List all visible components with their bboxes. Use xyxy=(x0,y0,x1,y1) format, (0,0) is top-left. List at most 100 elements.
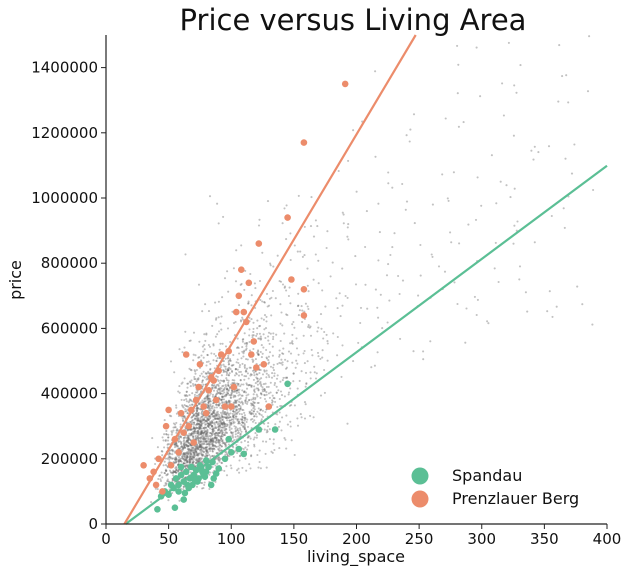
x-tick-label: 250 xyxy=(405,530,434,548)
background-point xyxy=(211,402,215,405)
background-point xyxy=(205,446,208,449)
background-point xyxy=(231,436,235,439)
background-point xyxy=(255,373,258,376)
background-point xyxy=(241,350,244,353)
background-point xyxy=(204,419,207,423)
background-point xyxy=(178,391,181,394)
background-point xyxy=(258,363,261,367)
legend-label-prenzlauer-berg: Prenzlauer Berg xyxy=(452,489,579,508)
background-point xyxy=(217,434,220,437)
background-point xyxy=(225,413,228,416)
data-point-spandau xyxy=(210,475,217,482)
background-point xyxy=(217,384,220,388)
background-point xyxy=(217,222,220,225)
background-point xyxy=(497,280,500,284)
background-point xyxy=(178,348,181,351)
background-point xyxy=(217,316,220,319)
background-point xyxy=(182,446,185,449)
background-point xyxy=(218,382,221,385)
background-point xyxy=(243,426,246,429)
background-point xyxy=(182,462,185,465)
background-point xyxy=(282,352,285,355)
background-point xyxy=(189,444,193,447)
background-point xyxy=(173,443,177,446)
background-point xyxy=(237,304,241,307)
background-point xyxy=(179,460,182,463)
background-point xyxy=(247,302,250,305)
background-point xyxy=(186,439,190,442)
background-point xyxy=(183,455,186,458)
background-point xyxy=(265,400,268,403)
background-point xyxy=(247,302,250,305)
data-point-spandau xyxy=(175,488,182,495)
background-point xyxy=(227,384,230,387)
background-point xyxy=(386,321,389,324)
background-point xyxy=(219,431,222,434)
background-point xyxy=(190,457,193,460)
background-point xyxy=(257,380,260,383)
background-point xyxy=(175,442,178,445)
background-point xyxy=(170,449,173,452)
background-point xyxy=(172,449,175,452)
data-point-prenzlauer-berg xyxy=(171,435,179,443)
background-point xyxy=(221,379,224,382)
background-point xyxy=(206,448,209,451)
background-point xyxy=(188,456,191,460)
background-point xyxy=(212,427,215,430)
background-point xyxy=(165,432,168,436)
background-point xyxy=(215,437,218,440)
background-point xyxy=(314,253,317,256)
background-point xyxy=(215,451,218,455)
background-point xyxy=(409,128,412,131)
background-point xyxy=(197,423,201,426)
background-point xyxy=(199,446,202,449)
background-point xyxy=(291,323,294,326)
background-point xyxy=(171,453,174,456)
background-point xyxy=(207,404,210,407)
background-point xyxy=(219,424,222,427)
background-point xyxy=(284,438,287,441)
background-point xyxy=(205,454,208,457)
background-point xyxy=(227,389,230,392)
background-point xyxy=(203,429,206,432)
background-point xyxy=(249,411,252,414)
background-point xyxy=(220,415,224,418)
background-point xyxy=(261,386,264,389)
background-point xyxy=(222,369,225,372)
background-point xyxy=(225,401,228,404)
background-point xyxy=(188,458,191,462)
background-point xyxy=(352,360,355,363)
data-point-prenzlauer-berg xyxy=(252,364,260,371)
background-point xyxy=(186,451,189,455)
background-point xyxy=(303,401,307,404)
background-point xyxy=(401,279,405,282)
background-point xyxy=(250,404,253,407)
background-point xyxy=(240,400,243,403)
background-point xyxy=(262,318,265,321)
background-point xyxy=(208,453,211,457)
background-point xyxy=(220,374,223,377)
background-point xyxy=(154,462,157,466)
background-point xyxy=(173,470,176,474)
background-point xyxy=(185,440,188,443)
background-point xyxy=(196,454,199,457)
background-point xyxy=(187,450,190,453)
data-point-prenzlauer-berg xyxy=(245,279,253,287)
background-point xyxy=(182,488,185,491)
background-point xyxy=(518,278,521,281)
data-point-spandau xyxy=(201,473,209,481)
background-point xyxy=(186,456,189,459)
background-point xyxy=(188,442,191,445)
background-point xyxy=(251,334,254,337)
background-point xyxy=(211,448,214,451)
background-point xyxy=(269,365,273,368)
background-point xyxy=(246,358,249,361)
background-point xyxy=(182,452,185,455)
background-point xyxy=(413,222,416,225)
background-point xyxy=(550,214,553,218)
background-point xyxy=(240,244,243,247)
background-point xyxy=(244,417,247,420)
background-point xyxy=(215,420,218,423)
background-point xyxy=(263,328,266,331)
background-point xyxy=(292,320,295,324)
